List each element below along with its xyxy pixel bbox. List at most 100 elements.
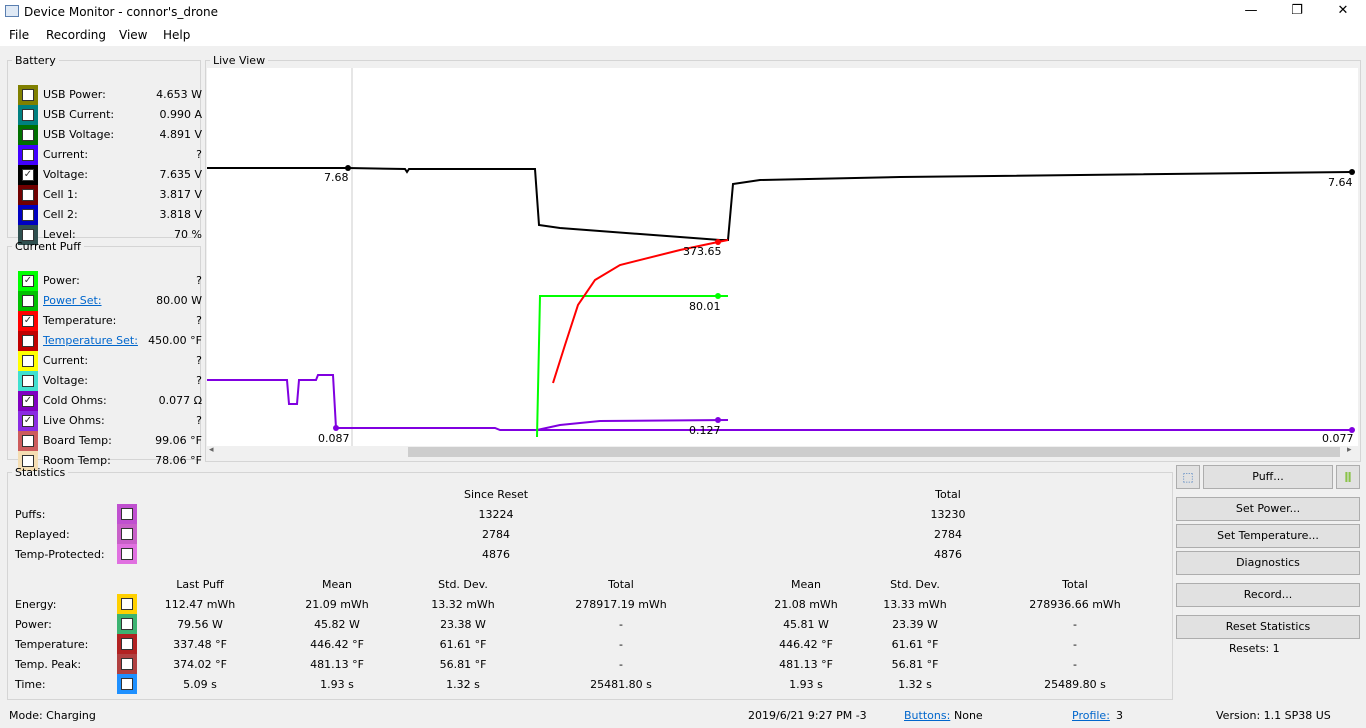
title-bar: Device Monitor - connor's_drone — ❐ ✕ <box>0 0 1366 24</box>
stat-label: Time: <box>15 678 46 691</box>
maximize-button[interactable]: ❐ <box>1291 3 1303 18</box>
live-ohms-checkbox[interactable]: ✓ <box>22 415 34 427</box>
stat-checkbox[interactable] <box>121 528 133 540</box>
data-point-marker <box>715 239 721 245</box>
stat-value: 56.81 °F <box>891 658 939 671</box>
color-swatch: ✓ <box>18 411 38 431</box>
temperature-label: Temperature: <box>43 314 117 327</box>
stat-value: 1.93 s <box>789 678 823 691</box>
stat-value: 13.33 mWh <box>883 598 947 611</box>
board-temp-checkbox[interactable] <box>22 435 34 447</box>
color-swatch <box>18 371 38 391</box>
stat-checkbox[interactable] <box>121 508 133 520</box>
power-checkbox[interactable]: ✓ <box>22 275 34 287</box>
select-device-button[interactable]: ⬚ <box>1176 465 1200 489</box>
color-swatch <box>18 105 38 125</box>
level-value: 70 % <box>174 228 202 241</box>
set-power-button[interactable]: Set Power... <box>1176 497 1360 521</box>
stat-checkbox[interactable] <box>121 658 133 670</box>
stat-checkbox[interactable] <box>121 638 133 650</box>
voltage-checkbox[interactable]: ✓ <box>22 169 34 181</box>
column-header: Total <box>1062 578 1088 591</box>
usb-power-checkbox[interactable] <box>22 89 34 101</box>
color-swatch <box>18 431 38 451</box>
stat-value: 56.81 °F <box>439 658 487 671</box>
cold-ohms-line <box>207 374 1352 431</box>
cell-1-checkbox[interactable] <box>22 189 34 201</box>
temperature-set-checkbox[interactable] <box>22 335 34 347</box>
stat-value: 5.09 s <box>183 678 217 691</box>
profile-value: 3 <box>1116 709 1123 722</box>
current-puff-item-live-ohms: ✓ Live Ohms: ? <box>18 411 202 431</box>
current-checkbox[interactable] <box>22 355 34 367</box>
temperature-line <box>552 239 729 384</box>
stat-checkbox[interactable] <box>121 548 133 560</box>
stat-checkbox[interactable] <box>121 598 133 610</box>
color-swatch <box>18 205 38 225</box>
usb-current-checkbox[interactable] <box>22 109 34 121</box>
current-checkbox[interactable] <box>22 149 34 161</box>
set-temperature-button[interactable]: Set Temperature... <box>1176 524 1360 548</box>
cell-2-checkbox[interactable] <box>22 209 34 221</box>
color-swatch <box>18 351 38 371</box>
value-label: 80.01 <box>689 300 721 313</box>
close-button[interactable]: ✕ <box>1337 3 1349 18</box>
temperature-checkbox[interactable]: ✓ <box>22 315 34 327</box>
current-value: ? <box>196 148 202 161</box>
battery-item-current: Current: ? <box>18 145 202 165</box>
scrollbar-thumb[interactable] <box>408 447 1340 457</box>
pause-button[interactable]: ǁ <box>1336 465 1360 489</box>
window-title: Device Monitor - connor's_drone <box>24 5 219 19</box>
stat-value: 1.32 s <box>898 678 932 691</box>
usb-voltage-checkbox[interactable] <box>22 129 34 141</box>
column-header: Mean <box>791 578 821 591</box>
color-swatch <box>18 291 38 311</box>
color-swatch: ✓ <box>18 391 38 411</box>
stat-value: 23.39 W <box>892 618 938 631</box>
reset-statistics-button[interactable]: Reset Statistics <box>1176 615 1360 639</box>
temperature-set-label[interactable]: Temperature Set: <box>43 334 138 347</box>
data-point-marker <box>345 165 351 171</box>
stat-checkbox[interactable] <box>121 618 133 630</box>
stat-value: - <box>619 618 623 631</box>
stat-value: 446.42 °F <box>779 638 833 651</box>
voltage-value: ? <box>196 374 202 387</box>
stat-value: - <box>619 658 623 671</box>
color-swatch <box>18 145 38 165</box>
power-set-label[interactable]: Power Set: <box>43 294 102 307</box>
stat-color-swatch <box>117 594 137 614</box>
column-header: Last Puff <box>176 578 224 591</box>
pause-icon: ǁ <box>1344 470 1352 483</box>
record-button[interactable]: Record... <box>1176 583 1360 607</box>
stat-value: - <box>1073 658 1077 671</box>
current-puff-item-power: ✓ Power: ? <box>18 271 202 291</box>
menu-file[interactable]: File <box>9 28 30 42</box>
menu-recording[interactable]: Recording <box>46 28 107 42</box>
voltage-checkbox[interactable] <box>22 375 34 387</box>
stat-checkbox[interactable] <box>121 678 133 690</box>
profile-link[interactable]: Profile: <box>1072 709 1110 722</box>
stat-color-swatch <box>117 504 137 524</box>
data-point-marker <box>1349 169 1355 175</box>
stat-label: Power: <box>15 618 52 631</box>
buttons-link[interactable]: Buttons: <box>904 709 951 722</box>
battery-item-usb-voltage: USB Voltage: 4.891 V <box>18 125 202 145</box>
menu-bar: File Recording View Help <box>0 24 1366 46</box>
stat-color-swatch <box>117 614 137 634</box>
cell-1-value: 3.817 V <box>159 188 202 201</box>
horizontal-scrollbar[interactable]: ◂ ▸ <box>207 445 1358 458</box>
menu-view[interactable]: View <box>119 28 148 42</box>
stat-label: Temp. Peak: <box>15 658 82 671</box>
power-set-checkbox[interactable] <box>22 295 34 307</box>
power-set-value: 80.00 W <box>156 294 202 307</box>
minimize-button[interactable]: — <box>1244 3 1258 18</box>
diagnostics-button[interactable]: Diagnostics <box>1176 551 1360 575</box>
room-temp-label: Room Temp: <box>43 454 111 467</box>
scroll-right-icon[interactable]: ▸ <box>1347 445 1352 455</box>
scroll-left-icon[interactable]: ◂ <box>209 445 214 455</box>
total-value: 2784 <box>934 528 962 541</box>
menu-help[interactable]: Help <box>163 28 191 42</box>
color-swatch <box>18 125 38 145</box>
cold-ohms-checkbox[interactable]: ✓ <box>22 395 34 407</box>
puff-button[interactable]: Puff... <box>1203 465 1333 489</box>
